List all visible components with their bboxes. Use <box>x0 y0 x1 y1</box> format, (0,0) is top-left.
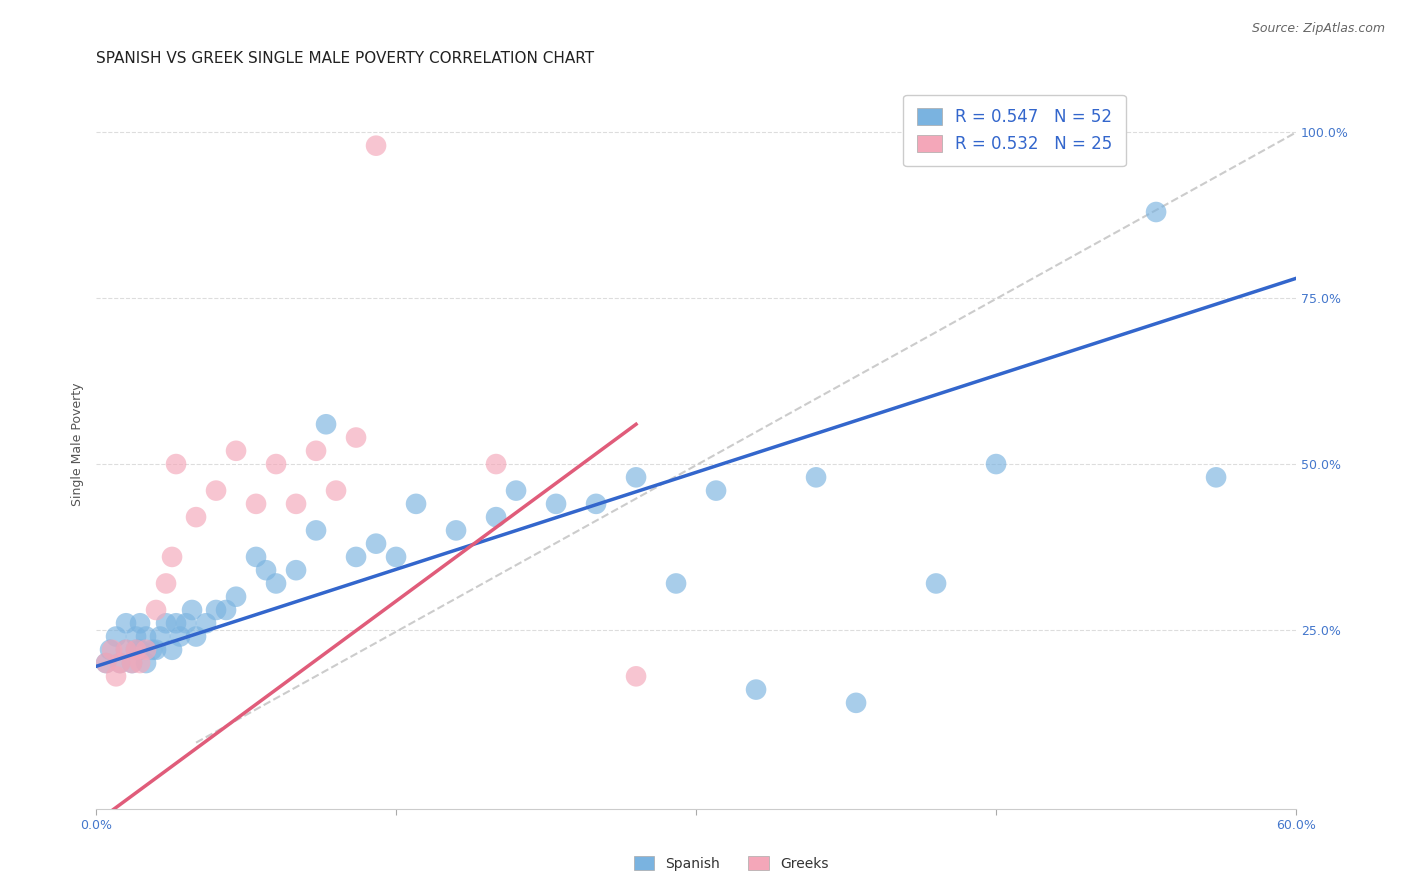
Point <box>225 443 247 458</box>
Point <box>165 457 187 471</box>
Point <box>195 616 218 631</box>
Point <box>704 483 727 498</box>
Point <box>665 576 688 591</box>
Point <box>165 616 187 631</box>
Point <box>485 510 508 524</box>
Point <box>245 497 267 511</box>
Legend: Spanish, Greeks: Spanish, Greeks <box>628 850 834 876</box>
Point <box>155 616 177 631</box>
Point <box>129 642 152 657</box>
Point <box>155 576 177 591</box>
Point <box>385 549 408 564</box>
Point <box>624 669 647 683</box>
Point <box>160 642 183 657</box>
Point <box>315 417 337 432</box>
Point <box>405 497 427 511</box>
Point <box>129 616 152 631</box>
Point <box>101 642 124 657</box>
Point <box>544 497 567 511</box>
Point <box>121 656 143 670</box>
Point <box>444 524 467 538</box>
Point <box>141 642 163 657</box>
Point <box>125 642 148 657</box>
Point <box>624 470 647 484</box>
Point <box>585 497 607 511</box>
Point <box>115 616 138 631</box>
Point <box>264 457 287 471</box>
Point <box>845 696 868 710</box>
Point <box>344 549 367 564</box>
Point <box>145 642 167 657</box>
Point <box>264 576 287 591</box>
Point <box>325 483 347 498</box>
Point <box>125 642 148 657</box>
Point <box>285 563 308 577</box>
Point <box>121 656 143 670</box>
Point <box>804 470 827 484</box>
Point <box>105 630 128 644</box>
Point <box>1205 470 1227 484</box>
Point <box>205 603 228 617</box>
Legend: R = 0.547   N = 52, R = 0.532   N = 25: R = 0.547 N = 52, R = 0.532 N = 25 <box>904 95 1126 166</box>
Point <box>285 497 308 511</box>
Point <box>205 483 228 498</box>
Point <box>135 630 157 644</box>
Y-axis label: Single Male Poverty: Single Male Poverty <box>72 383 84 506</box>
Point <box>94 656 117 670</box>
Point <box>174 616 197 631</box>
Point <box>149 630 172 644</box>
Point <box>364 536 387 550</box>
Point <box>1144 205 1167 219</box>
Point <box>254 563 277 577</box>
Point <box>745 682 768 697</box>
Point <box>305 443 328 458</box>
Point <box>184 510 207 524</box>
Point <box>115 642 138 657</box>
Point <box>181 603 204 617</box>
Point <box>184 630 207 644</box>
Point <box>98 642 121 657</box>
Point <box>925 576 948 591</box>
Point <box>984 457 1007 471</box>
Point <box>145 603 167 617</box>
Point <box>505 483 527 498</box>
Point <box>364 138 387 153</box>
Point <box>105 669 128 683</box>
Point <box>305 524 328 538</box>
Point <box>485 457 508 471</box>
Point <box>225 590 247 604</box>
Point <box>245 549 267 564</box>
Point <box>108 656 131 670</box>
Text: SPANISH VS GREEK SINGLE MALE POVERTY CORRELATION CHART: SPANISH VS GREEK SINGLE MALE POVERTY COR… <box>96 51 595 66</box>
Point <box>129 656 152 670</box>
Point <box>135 656 157 670</box>
Point <box>115 642 138 657</box>
Point <box>125 630 148 644</box>
Point <box>169 630 191 644</box>
Point <box>215 603 238 617</box>
Point <box>344 431 367 445</box>
Point <box>135 642 157 657</box>
Point <box>108 656 131 670</box>
Point <box>94 656 117 670</box>
Text: Source: ZipAtlas.com: Source: ZipAtlas.com <box>1251 22 1385 36</box>
Point <box>160 549 183 564</box>
